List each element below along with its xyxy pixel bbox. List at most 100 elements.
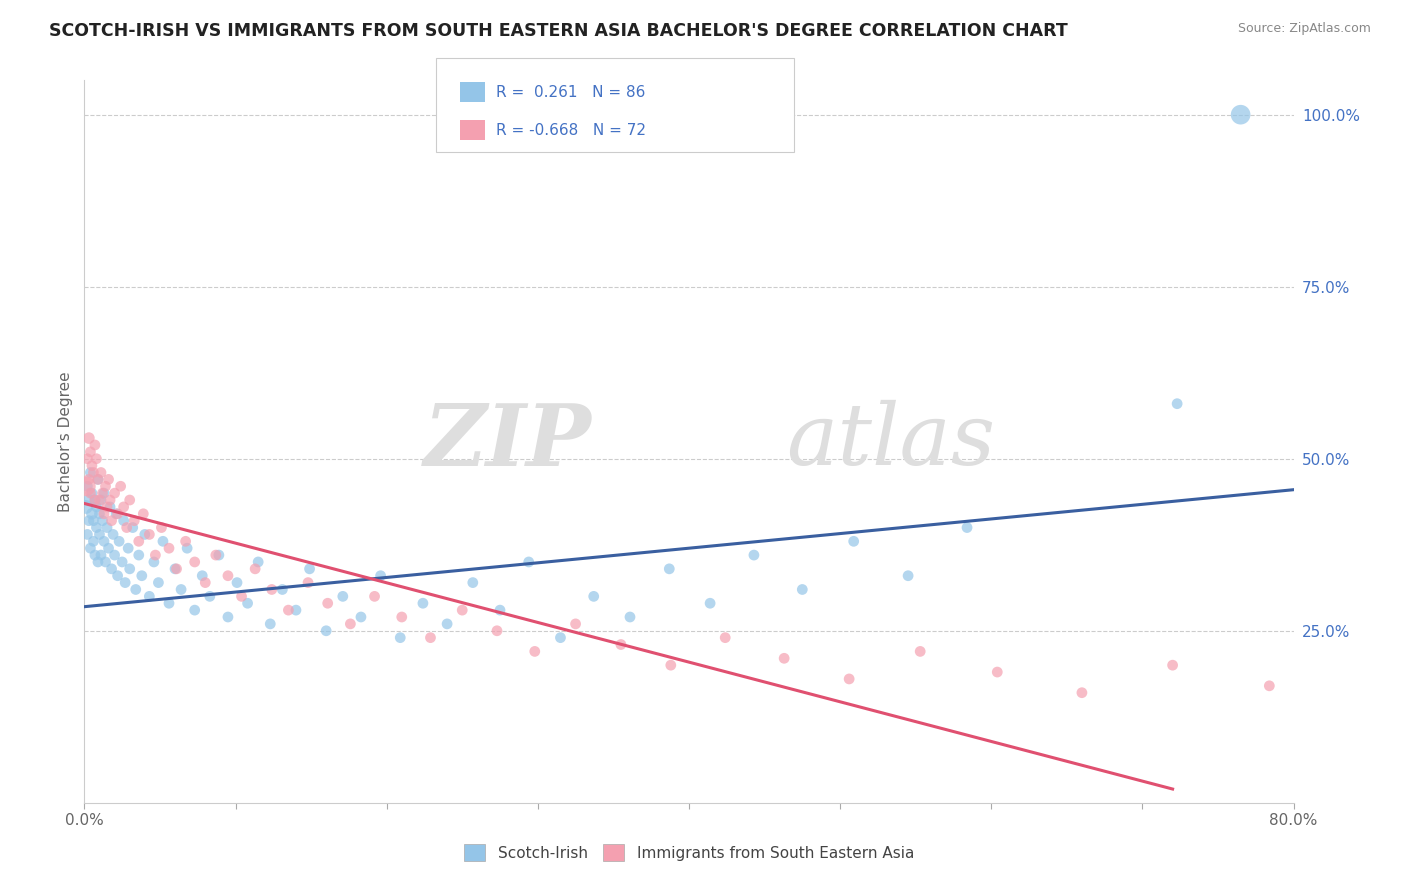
Point [412, 596, 434, 610]
Point [298, 562, 321, 576]
Point [908, 644, 931, 658]
Point [89, 527, 111, 541]
Point [79, 486, 101, 500]
Point [489, 603, 512, 617]
Point [84, 548, 107, 562]
Point [285, 603, 308, 617]
Point [247, 555, 270, 569]
Point [194, 575, 217, 590]
Point [157, 596, 180, 610]
Point [84, 438, 107, 452]
Point [208, 548, 231, 562]
Point [114, 575, 136, 590]
Point [80, 507, 103, 521]
Point [217, 568, 239, 582]
Point [77, 514, 100, 528]
Point [170, 582, 193, 597]
Point [112, 514, 135, 528]
Y-axis label: Bachelor's Degree: Bachelor's Degree [58, 371, 73, 512]
Point [79, 445, 101, 459]
Point [96, 520, 118, 534]
Point [84, 493, 107, 508]
Text: ZIP: ZIP [425, 400, 592, 483]
Point [523, 644, 546, 658]
Point [122, 514, 145, 528]
Point [332, 590, 354, 604]
Point [451, 603, 474, 617]
Point [82, 514, 104, 528]
Point [485, 624, 508, 638]
Point [77, 431, 100, 445]
Point [773, 651, 796, 665]
Point [350, 610, 373, 624]
Point [148, 575, 170, 590]
Point [80, 486, 103, 500]
Point [128, 548, 150, 562]
Point [93, 534, 115, 549]
Point [110, 479, 132, 493]
Point [134, 527, 156, 541]
Point [138, 527, 160, 541]
Point [517, 555, 540, 569]
Point [838, 672, 860, 686]
Point [461, 575, 484, 590]
Point [226, 575, 249, 590]
Text: R =  0.261   N = 86: R = 0.261 N = 86 [496, 85, 645, 100]
Point [101, 527, 124, 541]
Point [142, 555, 165, 569]
Point [165, 562, 187, 576]
Point [91, 514, 114, 528]
Point [90, 493, 112, 508]
Point [111, 555, 134, 569]
Point [107, 568, 129, 582]
Point [316, 596, 339, 610]
Point [104, 548, 127, 562]
Point [714, 631, 737, 645]
Point [236, 596, 259, 610]
Legend: Scotch-Irish, Immigrants from South Eastern Asia: Scotch-Irish, Immigrants from South East… [458, 838, 920, 867]
Point [89, 493, 111, 508]
Point [76, 479, 98, 493]
Text: SCOTCH-IRISH VS IMMIGRANTS FROM SOUTH EASTERN ASIA BACHELOR'S DEGREE CORRELATION: SCOTCH-IRISH VS IMMIGRANTS FROM SOUTH EA… [49, 22, 1069, 40]
Point [315, 624, 337, 638]
Point [145, 548, 167, 562]
Point [550, 631, 572, 645]
Point [75, 479, 97, 493]
Point [166, 562, 188, 576]
Point [1071, 686, 1094, 700]
Point [82, 534, 104, 549]
Point [564, 616, 586, 631]
Point [100, 562, 122, 576]
Point [86, 451, 108, 466]
Point [198, 590, 221, 604]
Point [157, 541, 180, 556]
Point [125, 582, 148, 597]
Point [112, 500, 135, 514]
Point [897, 568, 920, 582]
Point [956, 520, 979, 534]
Point [217, 610, 239, 624]
Point [436, 616, 458, 631]
Point [176, 541, 198, 556]
Point [183, 555, 205, 569]
Text: R = -0.668   N = 72: R = -0.668 N = 72 [496, 123, 647, 137]
Point [76, 451, 98, 466]
Point [271, 582, 294, 597]
Point [259, 616, 281, 631]
Point [132, 507, 155, 521]
Point [205, 548, 228, 562]
Point [582, 590, 605, 604]
Point [419, 631, 441, 645]
Point [619, 610, 641, 624]
Point [128, 534, 150, 549]
Point [98, 500, 121, 514]
Point [152, 534, 174, 549]
Point [94, 479, 117, 493]
Point [1161, 658, 1184, 673]
Point [131, 568, 153, 582]
Point [87, 472, 110, 486]
Point [77, 472, 100, 486]
Point [174, 534, 197, 549]
Point [391, 610, 413, 624]
Point [100, 514, 122, 528]
